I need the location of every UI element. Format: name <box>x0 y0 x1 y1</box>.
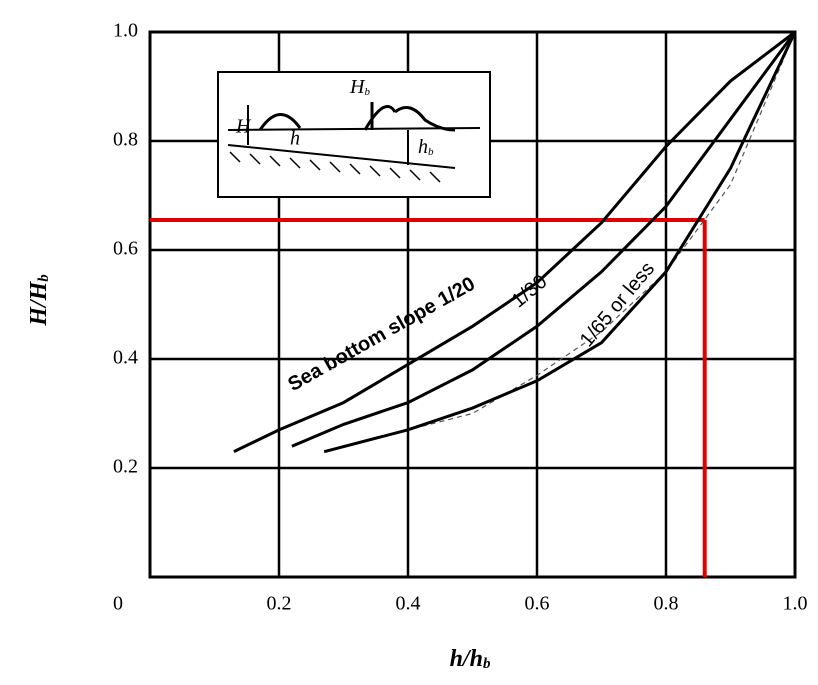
inset-label: h <box>290 128 300 150</box>
data-line <box>233 30 796 454</box>
y-label-main: H/H <box>26 280 52 326</box>
inset-label-main: h <box>418 136 428 158</box>
y-tick-label: 0.8 <box>113 129 138 151</box>
x-label-main: h/h <box>450 646 483 672</box>
x-tick-label: 0.8 <box>654 593 679 615</box>
inset-frame <box>217 71 491 198</box>
inset-label: hb <box>418 136 434 158</box>
y-axis-label: H/Hb <box>26 274 53 327</box>
inset-label: Hb <box>349 76 370 98</box>
inset-label-main: H <box>349 76 366 98</box>
x-tick-label: 1.0 <box>783 593 808 615</box>
inset-wave <box>258 105 456 132</box>
y-tick-label: 0.4 <box>113 347 138 369</box>
inset-label: H <box>235 116 252 138</box>
data-line <box>291 31 797 448</box>
x-label-sub: b <box>483 656 491 672</box>
series-label: Sea bottom slope 1/20 <box>284 273 479 396</box>
x-axis-label: h/hb <box>450 646 491 673</box>
y-label-sub: b <box>36 274 52 282</box>
x-tick-label: 0.2 <box>267 593 292 615</box>
inset: H h Hb hb <box>217 71 491 198</box>
y-tick-label: 0.2 <box>113 456 138 478</box>
x-tick-label: 0 <box>113 593 123 615</box>
plot-frame <box>148 30 797 579</box>
data-line <box>323 31 797 454</box>
x-tick-label: 0.6 <box>525 593 550 615</box>
x-tick-label: 0.4 <box>396 593 421 615</box>
y-tick-label: 0.6 <box>113 238 138 260</box>
series-label: 1/65 or less <box>576 258 659 351</box>
inset-label-sub: b <box>364 86 370 98</box>
y-tick-label: 1.0 <box>113 20 138 42</box>
data-line <box>343 31 796 447</box>
inset-label-sub: b <box>428 146 434 158</box>
inset-hatch <box>229 151 441 183</box>
